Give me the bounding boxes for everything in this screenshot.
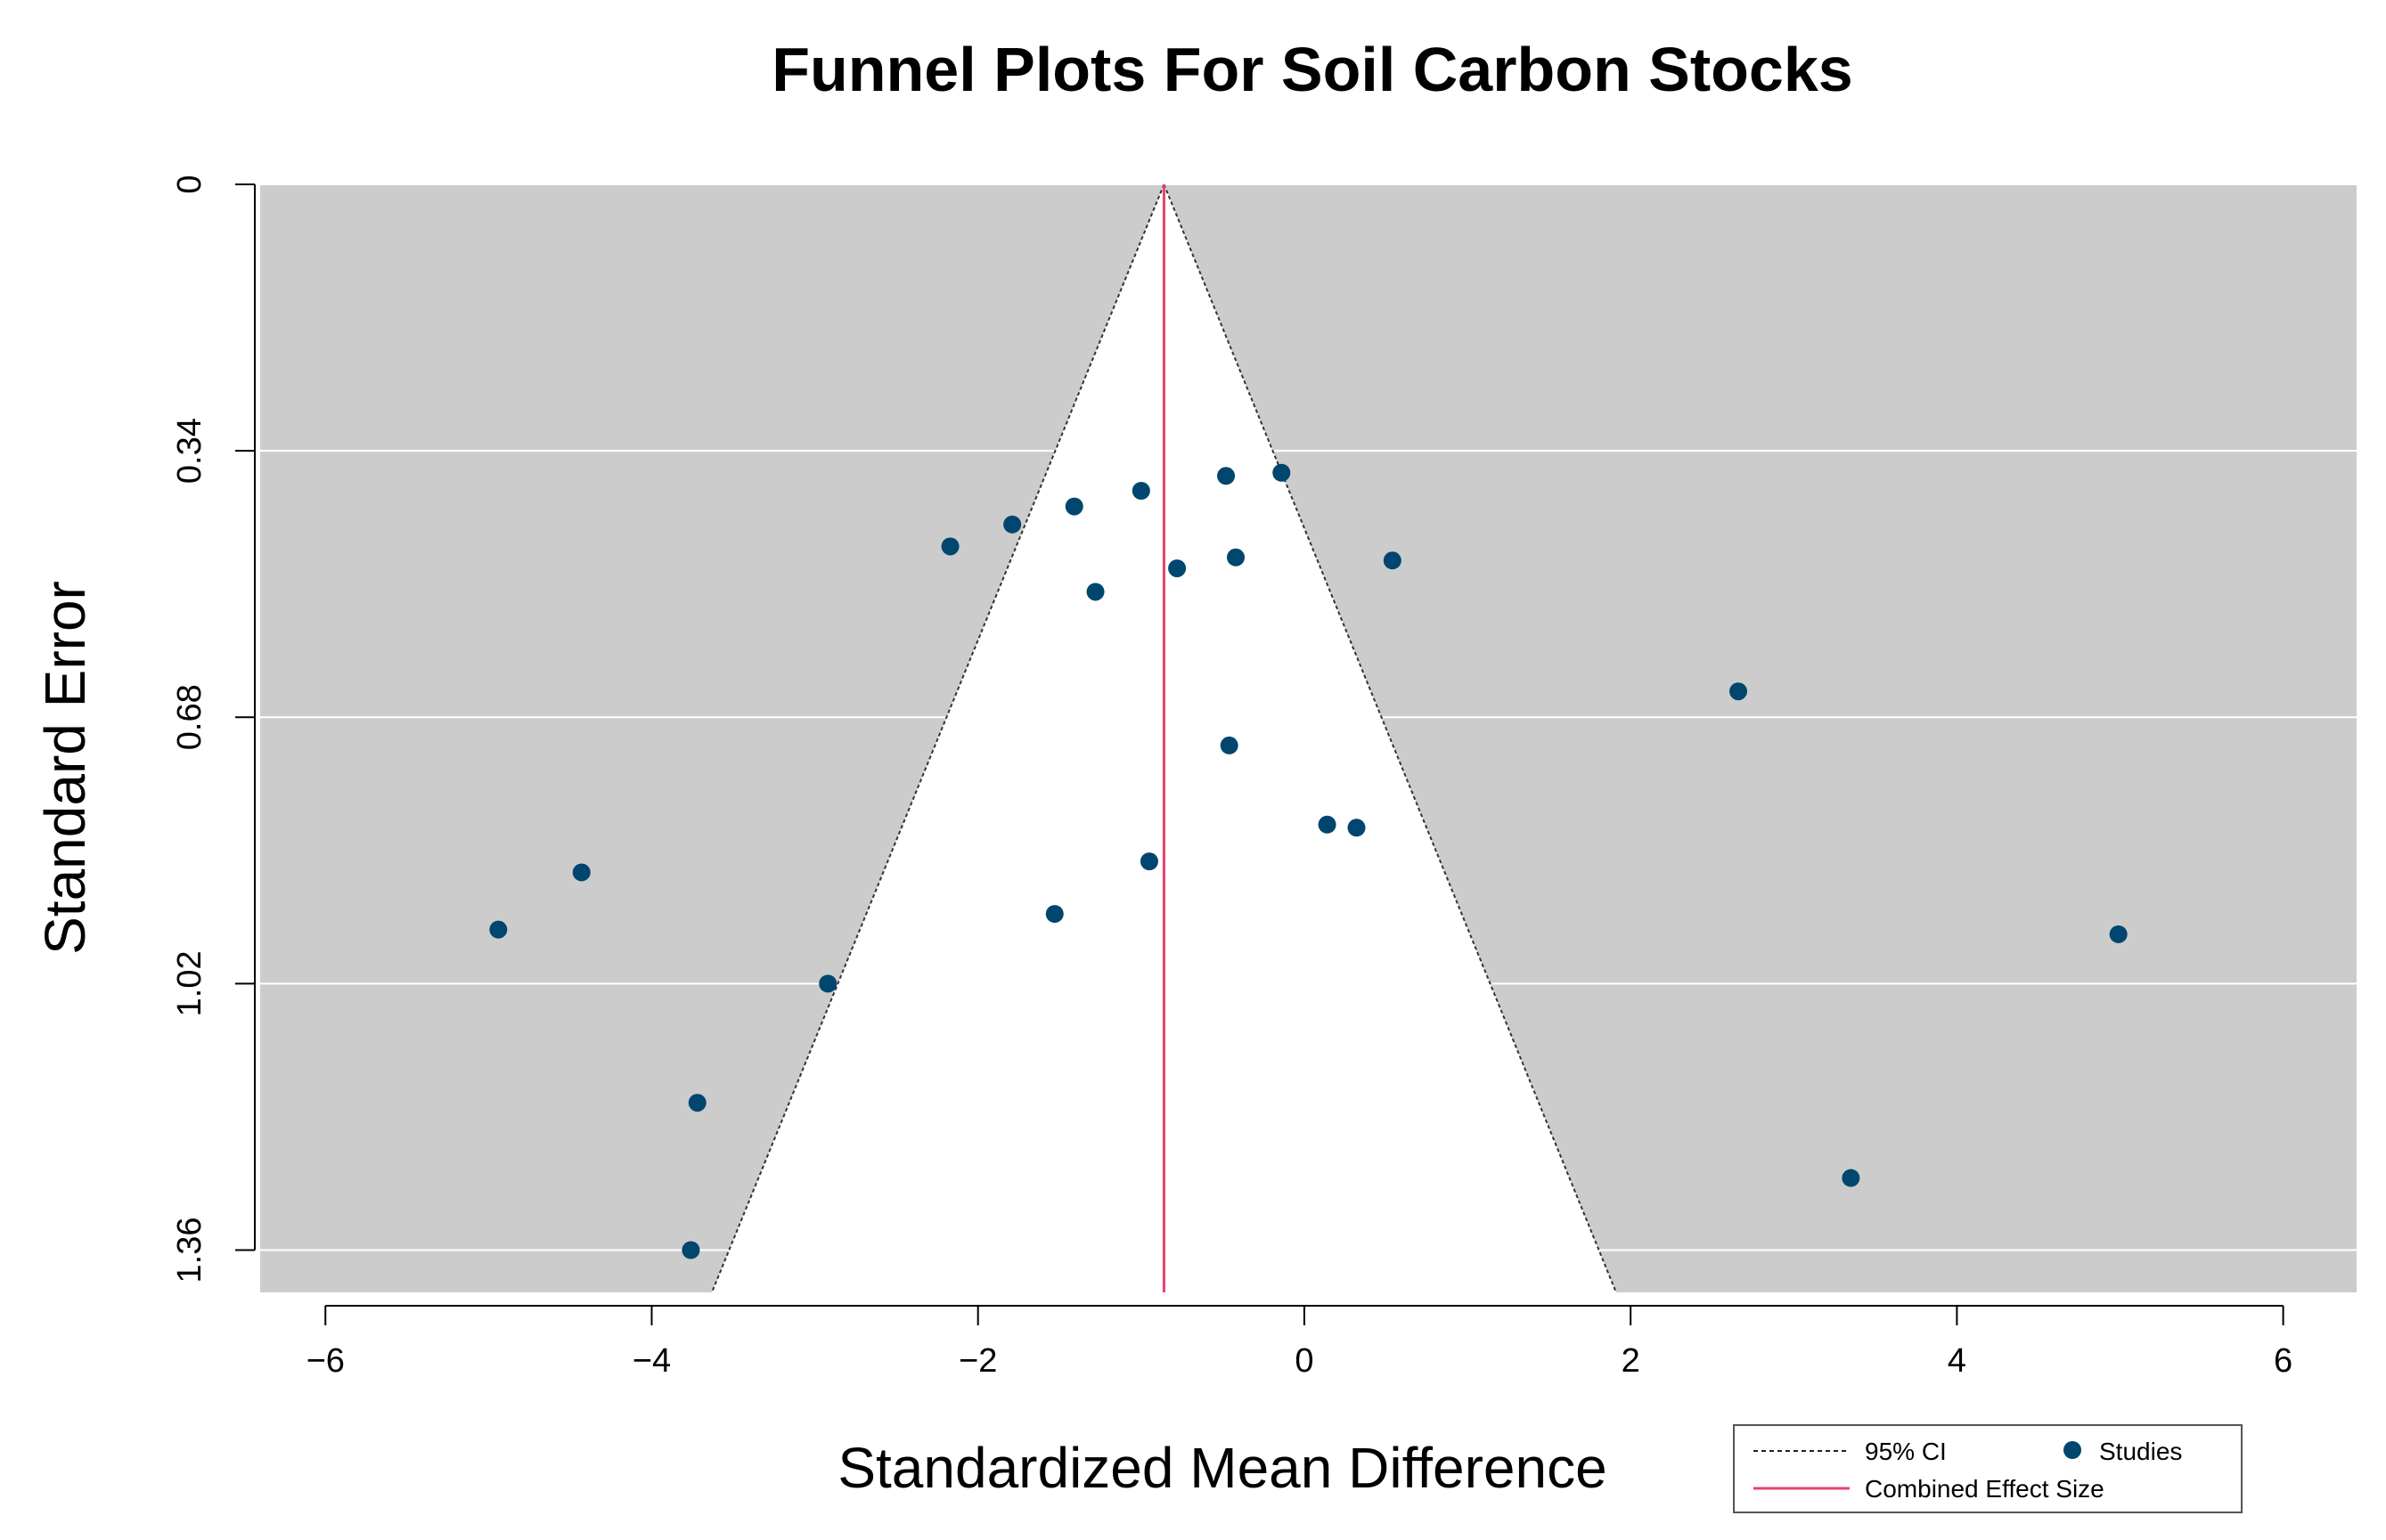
study-point	[1140, 852, 1158, 871]
x-axis-label: Standardized Mean Difference	[838, 1436, 1606, 1500]
study-point	[819, 974, 838, 993]
study-point	[1132, 481, 1150, 500]
study-points	[489, 463, 2128, 1259]
study-point	[941, 537, 960, 556]
study-point	[1045, 905, 1064, 924]
x-tick-label: 0	[1295, 1342, 1313, 1380]
x-tick-label: −2	[959, 1342, 997, 1380]
study-point	[1065, 497, 1083, 516]
study-point	[1842, 1169, 1860, 1187]
x-tick-label: −6	[306, 1342, 345, 1380]
legend-combined-label: Combined Effect Size	[1865, 1475, 2104, 1503]
legend: 95% CI Studies Combined Effect Size	[1733, 1424, 2243, 1513]
x-tick-label: −4	[633, 1342, 671, 1380]
study-point	[1383, 551, 1401, 570]
study-point	[489, 920, 508, 939]
study-point	[1227, 548, 1246, 566]
y-tick-label: 1.36	[171, 1218, 208, 1283]
study-point	[682, 1241, 700, 1259]
study-point	[1272, 463, 1291, 482]
y-tick-label: 0	[171, 175, 208, 193]
study-point	[2109, 925, 2128, 943]
y-tick-label: 0.34	[171, 418, 208, 484]
study-point	[1220, 736, 1238, 754]
study-point	[1168, 559, 1187, 578]
legend-studies-swatch	[2063, 1441, 2081, 1459]
legend-ci-label: 95% CI	[1865, 1438, 1947, 1465]
x-tick-label: 4	[1948, 1342, 1966, 1380]
x-tick-label: 6	[2274, 1342, 2292, 1380]
study-point	[572, 863, 591, 882]
y-axis: 0 0.34 0.68 1.02 1.36	[171, 175, 256, 1283]
chart-title: Funnel Plots For Soil Carbon Stocks	[772, 35, 1852, 104]
y-axis-label: Standard Error	[33, 581, 97, 955]
study-point	[688, 1094, 707, 1112]
study-point	[1729, 682, 1748, 701]
legend-box	[1733, 1424, 2243, 1513]
x-tick-label: 2	[1622, 1342, 1640, 1380]
y-tick-label: 0.68	[171, 684, 208, 750]
study-point	[1217, 467, 1236, 485]
study-point	[1347, 819, 1366, 837]
x-axis: −6 −4 −2 0 2 4 6	[306, 1305, 2292, 1380]
legend-studies-label: Studies	[2099, 1438, 2182, 1465]
study-point	[1003, 515, 1022, 534]
study-point	[1318, 815, 1336, 834]
y-tick-label: 1.02	[171, 950, 208, 1016]
study-point	[1086, 583, 1105, 601]
